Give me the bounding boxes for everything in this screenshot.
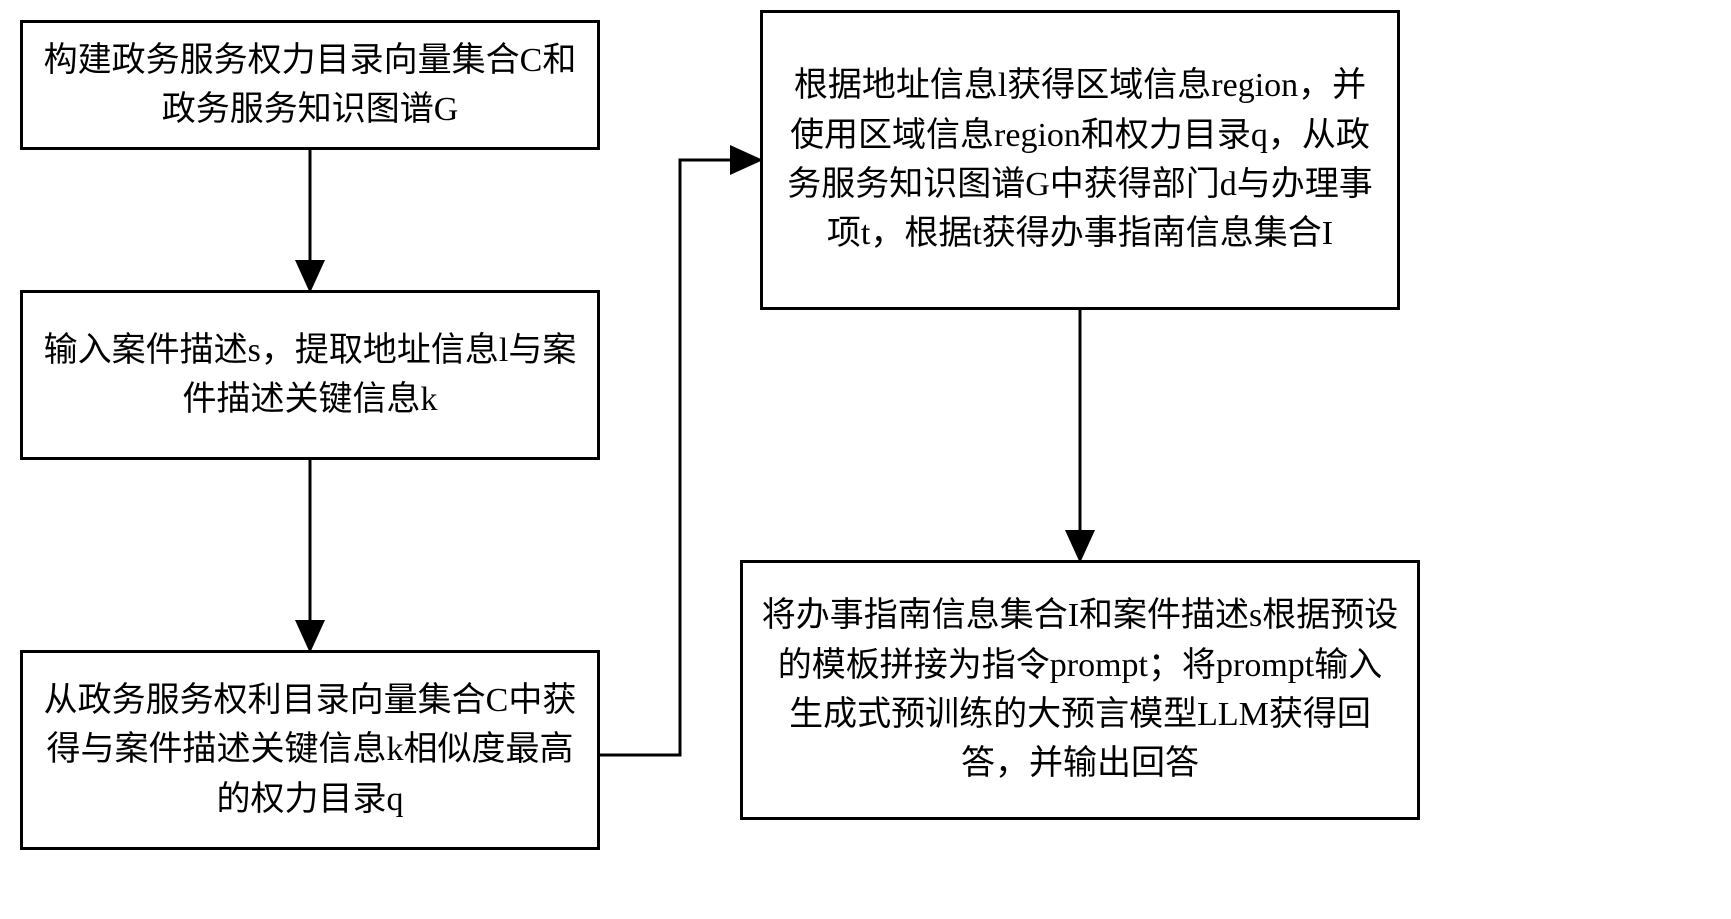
- flowchart-edge: [600, 160, 760, 755]
- flowchart-container: 构建政务服务权力目录向量集合C和政务服务知识图谱G 输入案件描述s，提取地址信息…: [0, 0, 1731, 919]
- flowchart-edges: [0, 0, 1731, 919]
